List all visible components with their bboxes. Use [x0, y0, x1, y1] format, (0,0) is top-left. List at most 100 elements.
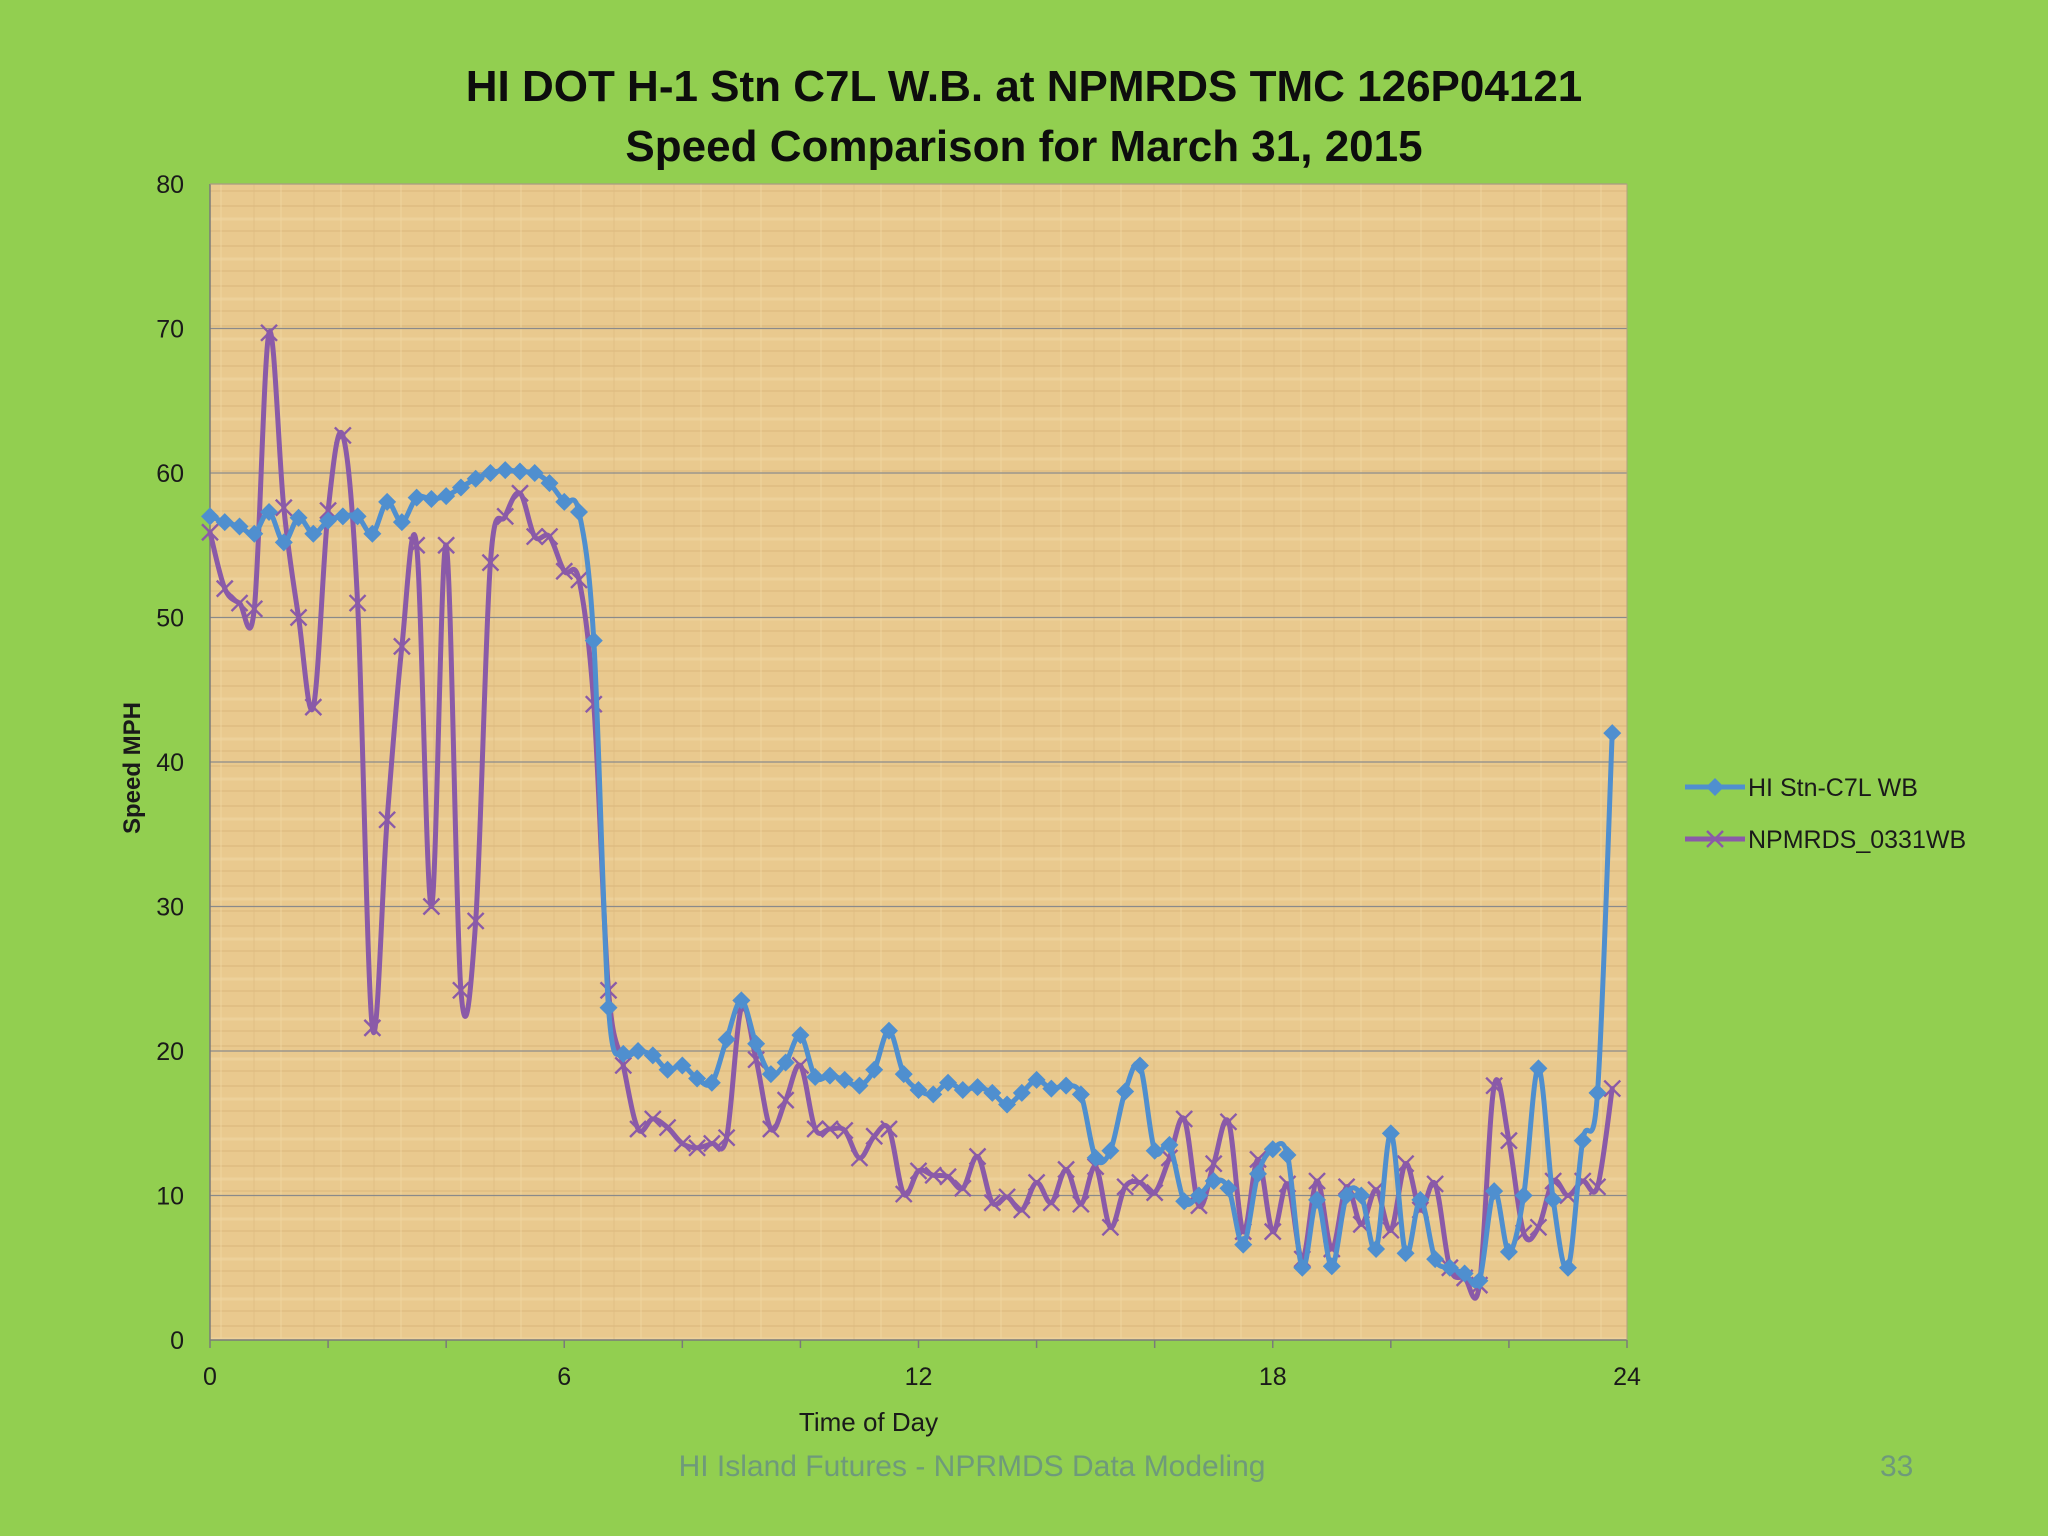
legend-item: NPMRDS_0331WB [1685, 826, 1966, 854]
data-point [510, 462, 529, 481]
data-point [1086, 1148, 1105, 1167]
data-point [1175, 1110, 1194, 1128]
data-point [806, 1120, 825, 1138]
data-point [924, 1166, 943, 1185]
data-point [835, 1121, 854, 1140]
data-point [1145, 1141, 1164, 1160]
data-point [348, 594, 367, 612]
data-point [422, 897, 441, 916]
data-point [274, 498, 293, 517]
slide-page-number: 33 [1880, 1450, 1914, 1483]
y-tick-label: 30 [156, 894, 184, 922]
data-point [525, 464, 544, 482]
data-point [880, 1120, 898, 1138]
data-point [1189, 1186, 1208, 1205]
data-point [1603, 724, 1622, 743]
data-point [1440, 1258, 1459, 1277]
data-point [924, 1085, 943, 1104]
data-point [998, 1095, 1017, 1114]
data-point [820, 1066, 839, 1085]
data-point [1544, 1190, 1563, 1209]
data-point [983, 1193, 1002, 1212]
data-point [850, 1076, 869, 1095]
x-tick-label: 12 [905, 1363, 933, 1391]
data-point [732, 991, 751, 1010]
series-layer [201, 323, 1622, 1301]
data-point [1573, 1131, 1592, 1150]
data-point [378, 492, 397, 511]
data-point [1012, 1201, 1031, 1219]
data-point [274, 533, 293, 552]
y-tick-label: 10 [156, 1183, 184, 1211]
data-point [1248, 1164, 1267, 1183]
data-point [1027, 1070, 1046, 1089]
data-point [1500, 1131, 1518, 1150]
data-point [688, 1069, 707, 1088]
data-point [643, 1046, 662, 1065]
data-point [1529, 1218, 1548, 1237]
data-point [289, 508, 308, 527]
x-axis-label: Time of Day [799, 1407, 938, 1437]
data-point [1101, 1141, 1120, 1160]
data-point [629, 1042, 648, 1060]
data-point [953, 1081, 972, 1100]
data-point [1204, 1154, 1223, 1173]
data-point [1514, 1186, 1533, 1205]
data-point [1263, 1140, 1282, 1159]
data-point [333, 507, 352, 526]
data-point [304, 698, 323, 716]
data-point [201, 523, 219, 542]
data-point [629, 1120, 647, 1138]
data-point [496, 461, 515, 480]
tick-labels: 0 10 20 30 40 50 60 70 80 0 6 12 18 24 [156, 171, 1641, 1391]
data-point [230, 594, 249, 612]
data-point [983, 1083, 1002, 1102]
chart-title-line-1: HI DOT H-1 Stn C7L W.B. at NPMRDS TMC 12… [465, 62, 1583, 111]
data-point [304, 524, 323, 543]
data-point [968, 1147, 987, 1166]
data-point [378, 810, 396, 829]
data-point [1175, 1192, 1194, 1211]
data-point [422, 490, 441, 509]
data-point [1381, 1221, 1400, 1240]
data-point [466, 912, 485, 930]
data-point [1485, 1076, 1504, 1095]
data-point [717, 1128, 736, 1147]
data-point [1131, 1173, 1149, 1192]
y-tick-label: 80 [156, 171, 184, 199]
data-point [909, 1081, 928, 1100]
data-point [968, 1078, 987, 1097]
x-tick-label: 18 [1259, 1363, 1287, 1391]
data-point [761, 1065, 780, 1084]
data-point [393, 637, 411, 656]
data-point [909, 1162, 928, 1180]
data-point [1116, 1177, 1134, 1196]
x-tick-label: 6 [557, 1363, 571, 1391]
legend-item: HI Stn-C7L WB [1685, 774, 1918, 802]
data-point [894, 1065, 913, 1084]
x-tick-label: 24 [1613, 1363, 1641, 1391]
data-point [437, 487, 456, 506]
data-point [348, 507, 367, 526]
data-point [953, 1179, 972, 1198]
data-point [1426, 1175, 1444, 1193]
data-point [1278, 1146, 1297, 1165]
data-point [481, 553, 500, 572]
data-point [1559, 1186, 1577, 1205]
data-point [776, 1091, 795, 1109]
data-point [673, 1134, 692, 1153]
data-point [1101, 1218, 1120, 1237]
data-point [599, 998, 618, 1017]
data-point [1396, 1244, 1415, 1263]
series-hi-stn [201, 461, 1622, 1290]
data-point [407, 536, 426, 555]
data-point [806, 1068, 825, 1087]
legend: HI Stn-C7L WB NPMRDS_0331WB [1685, 774, 1966, 854]
axes [209, 183, 1628, 1348]
data-point [466, 469, 485, 488]
data-point [511, 484, 529, 503]
data-point [1367, 1239, 1386, 1258]
data-point [821, 1120, 839, 1138]
